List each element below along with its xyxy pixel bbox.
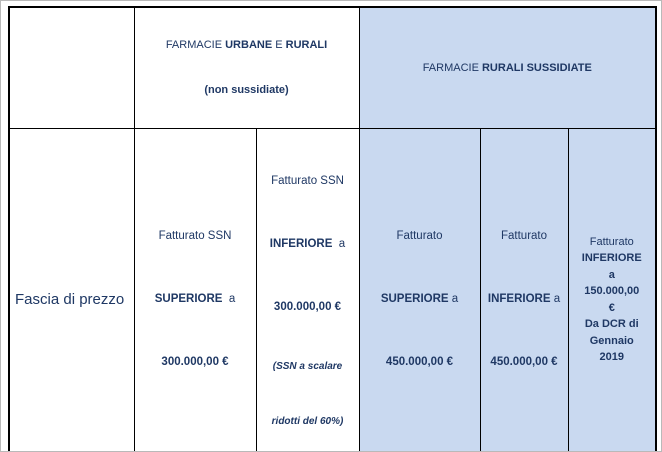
header-line: 450.000,00 € — [385, 356, 454, 368]
header-line: 450.000,00 € — [490, 356, 558, 368]
group-header-row: FARMACIE URBANE E RURALI (non sussidiate… — [8, 6, 657, 129]
pharmacy-rates-table: FARMACIE URBANE E RURALI (non sussidiate… — [8, 6, 657, 451]
header-line: 300.000,00 € — [161, 356, 229, 368]
header-line: a — [608, 268, 615, 281]
header-urbane-inferiore: Fatturato SSN INFERIORE a 300.000,00 € (… — [255, 128, 360, 451]
header-line: 2019 — [599, 351, 624, 363]
header-note: (SSN a scalare — [272, 361, 343, 372]
group-header-rurali-line1: FARMACIE RURALI SUSSIDIATE — [422, 61, 592, 74]
header-rurali-superiore: Fatturato SUPERIORE a 450.000,00 € — [358, 128, 481, 451]
header-line: INFERIORE a — [269, 238, 346, 250]
header-line: INFERIORE a — [487, 293, 561, 305]
header-line: Fatturato SSN — [271, 175, 344, 187]
corner-empty-cell — [8, 6, 135, 129]
header-note: ridotti del 60%) — [271, 416, 344, 427]
group-header-rurali: FARMACIE RURALI SUSSIDIATE — [358, 6, 657, 129]
header-line: Gennaio — [589, 334, 634, 347]
header-line: Da DCR di — [584, 318, 639, 330]
group-header-urbane-line1: FARMACIE URBANE E RURALI — [165, 39, 328, 51]
group-header-urbane-line2: (non sussidiate) — [204, 84, 289, 96]
header-line: SUPERIORE a — [380, 293, 459, 305]
header-line: 150.000,00 — [584, 285, 640, 297]
header-line: Fatturato — [589, 235, 634, 248]
header-line: € — [608, 301, 615, 314]
header-line: 300.000,00 € — [273, 301, 342, 313]
header-line: Fatturato — [396, 230, 443, 242]
header-line: Fatturato — [500, 230, 548, 242]
header-rurali-inferiore-150: Fatturato INFERIORE a 150.000,00 € Da DC… — [567, 128, 657, 451]
column-header-row: Fascia di prezzo Fatturato SSN SUPERIORE… — [8, 128, 657, 451]
header-line: Fatturato SSN — [158, 230, 232, 242]
header-line: INFERIORE — [581, 252, 642, 264]
header-urbane-superiore: Fatturato SSN SUPERIORE a 300.000,00 € — [133, 128, 257, 451]
header-fascia-di-prezzo: Fascia di prezzo — [8, 128, 135, 451]
header-line: SUPERIORE a — [154, 293, 236, 305]
group-header-urbane: FARMACIE URBANE E RURALI (non sussidiate… — [133, 6, 360, 129]
header-rurali-inferiore: Fatturato INFERIORE a 450.000,00 € — [479, 128, 569, 451]
